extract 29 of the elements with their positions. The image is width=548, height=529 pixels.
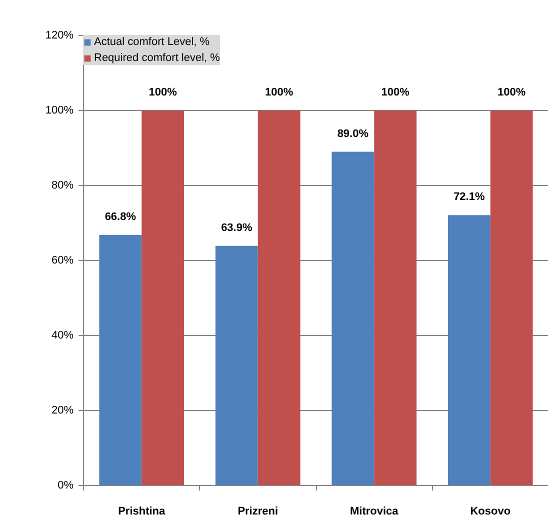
- y-tick-label: 0%: [58, 480, 74, 492]
- data-label: 66.8%: [104, 211, 136, 223]
- bar: [374, 110, 417, 486]
- bar: [99, 235, 142, 486]
- data-label: 100%: [381, 86, 410, 98]
- y-tick-label: 40%: [51, 330, 74, 342]
- legend-label: Required comfort level, %: [94, 51, 220, 65]
- bar: [142, 110, 184, 486]
- x-tick-label: Prizreni: [238, 506, 278, 518]
- bar: [332, 152, 374, 486]
- legend-label: Actual comfort Level, %: [94, 35, 210, 49]
- bar: [490, 110, 533, 486]
- bar: [215, 246, 258, 486]
- data-label: 100%: [265, 86, 294, 98]
- data-label: 72.1%: [454, 191, 485, 204]
- bar: [448, 215, 490, 486]
- y-tick-label: 80%: [51, 180, 74, 192]
- data-label: 63.9%: [221, 222, 252, 234]
- y-tick-label: 20%: [51, 404, 74, 416]
- data-label: 89.0%: [337, 128, 369, 140]
- y-tick-label: 120%: [45, 30, 74, 42]
- y-tick-label: 100%: [45, 104, 74, 116]
- x-tick-label: Prishtina: [118, 506, 166, 518]
- y-tick-label: 60%: [51, 254, 74, 266]
- x-tick-label: Mitrovica: [350, 506, 400, 518]
- x-tick-label: Kosovo: [470, 506, 511, 518]
- data-label: 100%: [498, 86, 526, 98]
- data-label: 100%: [148, 86, 178, 98]
- bar: [258, 110, 300, 486]
